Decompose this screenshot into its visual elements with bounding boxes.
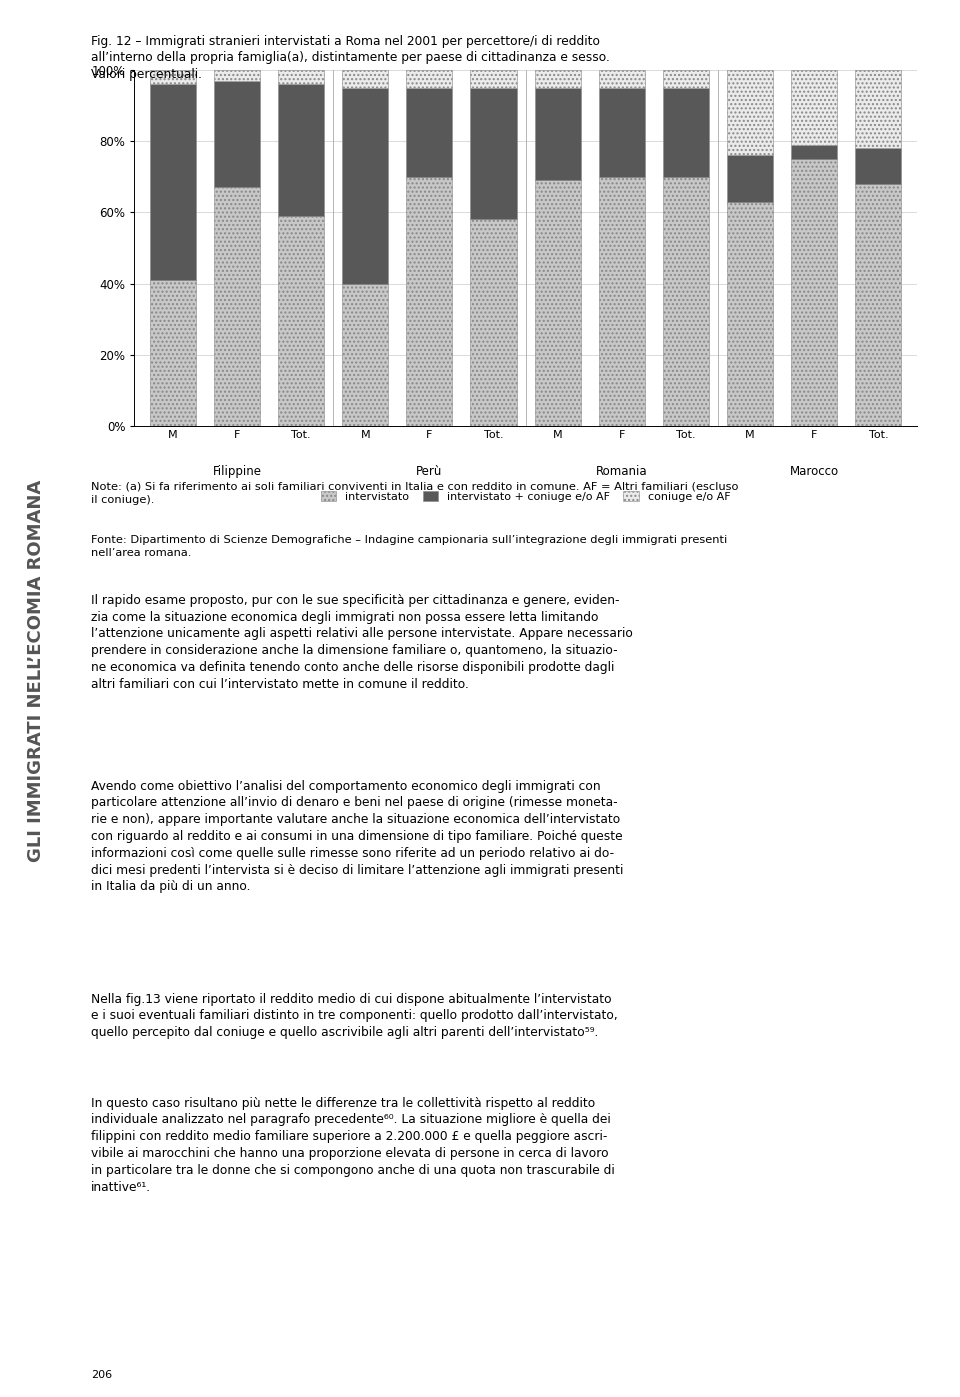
- Bar: [470, 219, 516, 426]
- Text: Fig. 12 – Immigrati stranieri intervistati a Roma nel 2001 per percettore/i di r: Fig. 12 – Immigrati stranieri intervista…: [91, 35, 610, 81]
- Bar: [727, 201, 773, 426]
- Bar: [662, 70, 709, 88]
- Bar: [791, 70, 837, 145]
- Text: Avendo come obiettivo l’analisi del comportamento economico degli immigrati con
: Avendo come obiettivo l’analisi del comp…: [91, 780, 624, 893]
- Bar: [662, 88, 709, 177]
- Bar: [406, 88, 452, 177]
- Bar: [342, 284, 389, 426]
- Bar: [470, 88, 516, 219]
- Bar: [470, 70, 516, 88]
- Bar: [278, 70, 324, 84]
- Text: Il rapido esame proposto, pur con le sue specificità per cittadinanza e genere, : Il rapido esame proposto, pur con le sue…: [91, 594, 633, 690]
- Bar: [855, 148, 901, 184]
- Bar: [599, 70, 645, 88]
- Bar: [535, 70, 581, 88]
- Bar: [214, 187, 260, 426]
- Bar: [278, 217, 324, 426]
- Text: 206: 206: [91, 1370, 112, 1380]
- Bar: [791, 159, 837, 426]
- Bar: [535, 180, 581, 426]
- Text: GLI IMMIGRATI NELL’ECOMIA ROMANA: GLI IMMIGRATI NELL’ECOMIA ROMANA: [28, 479, 45, 862]
- Text: In questo caso risultano più nette le differenze tra le collettività rispetto al: In questo caso risultano più nette le di…: [91, 1097, 615, 1193]
- Bar: [150, 84, 196, 279]
- Bar: [278, 84, 324, 217]
- Bar: [791, 145, 837, 159]
- Bar: [855, 184, 901, 426]
- Bar: [599, 88, 645, 177]
- Text: Nella fig.13 viene riportato il reddito medio di cui dispone abitualmente l’inte: Nella fig.13 viene riportato il reddito …: [91, 993, 618, 1039]
- Bar: [214, 81, 260, 187]
- Bar: [599, 177, 645, 426]
- Text: Note: (a) Si fa riferimento ai soli familiari conviventi in Italia e con reddito: Note: (a) Si fa riferimento ai soli fami…: [91, 482, 738, 504]
- Bar: [406, 177, 452, 426]
- Bar: [150, 279, 196, 426]
- Text: Romania: Romania: [596, 465, 648, 478]
- Bar: [342, 70, 389, 88]
- Text: Marocco: Marocco: [790, 465, 839, 478]
- Bar: [342, 88, 389, 284]
- Bar: [214, 70, 260, 81]
- Text: Fonte: Dipartimento di Scienze Demografiche – Indagine campionaria sull’integraz: Fonte: Dipartimento di Scienze Demografi…: [91, 535, 728, 557]
- Legend: intervistato, intervistato + coniuge e/o AF, coniuge e/o AF: intervistato, intervistato + coniuge e/o…: [317, 488, 734, 506]
- Bar: [662, 177, 709, 426]
- Bar: [727, 70, 773, 155]
- Bar: [855, 70, 901, 148]
- Text: Filippine: Filippine: [212, 465, 261, 478]
- Bar: [150, 70, 196, 84]
- Bar: [535, 88, 581, 180]
- Text: Perù: Perù: [417, 465, 443, 478]
- Bar: [406, 70, 452, 88]
- Bar: [727, 155, 773, 201]
